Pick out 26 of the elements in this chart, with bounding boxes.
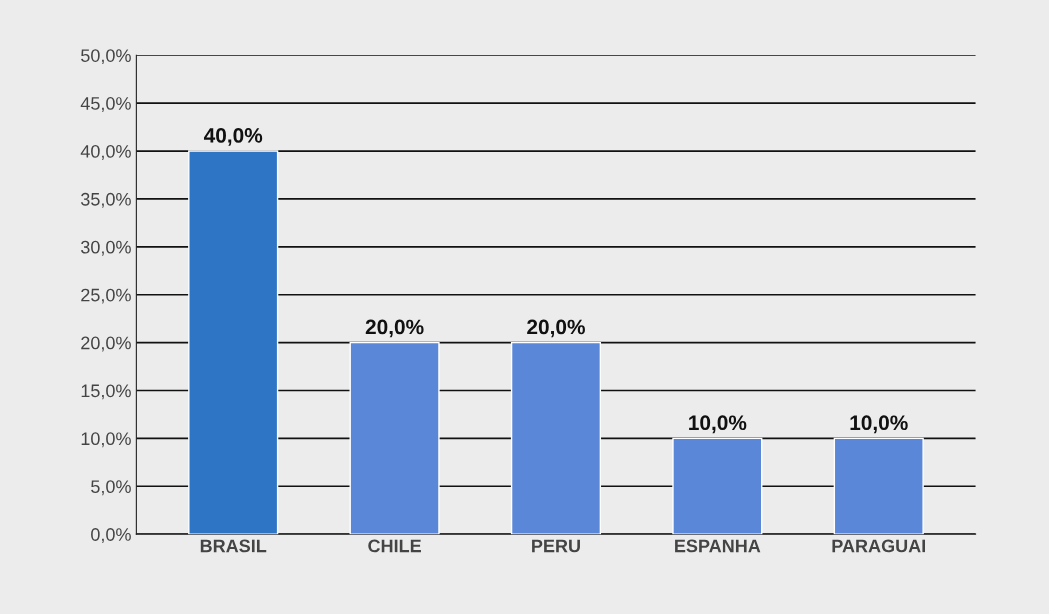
bar <box>349 341 440 535</box>
y-tick-label: 10,0% <box>81 432 131 448</box>
data-label: 40,0% <box>203 128 263 146</box>
x-tick-label: ESPANHA <box>675 539 761 553</box>
data-label: 20,0% <box>527 319 585 338</box>
x-tick-label: CHILE <box>368 539 421 553</box>
y-tick-label: 40,0% <box>80 144 131 160</box>
bar <box>510 341 602 535</box>
data-label: 20,0% <box>365 319 424 338</box>
data-label: 10,0% <box>850 415 908 434</box>
y-tick-label: 45,0% <box>80 97 131 112</box>
x-tick-label: PERU <box>532 539 580 553</box>
bar <box>188 150 279 535</box>
y-tick-label: 50,0% <box>81 49 131 65</box>
bar <box>672 437 763 535</box>
y-tick-label: 20,0% <box>81 336 131 352</box>
x-tick-label: PARAGUAI <box>832 539 926 553</box>
y-tick-label: 0,0% <box>91 528 131 544</box>
y-tick-label: 5,0% <box>91 480 131 496</box>
y-tick-label: 25,0% <box>81 288 131 304</box>
y-tick-label: 15,0% <box>81 384 131 400</box>
y-tick-label: 30,0% <box>81 240 131 256</box>
data-label: 10,0% <box>689 415 747 434</box>
bar <box>833 437 924 535</box>
y-tick-label: 35,0% <box>81 192 131 208</box>
x-tick-label: BRASIL <box>200 539 267 553</box>
